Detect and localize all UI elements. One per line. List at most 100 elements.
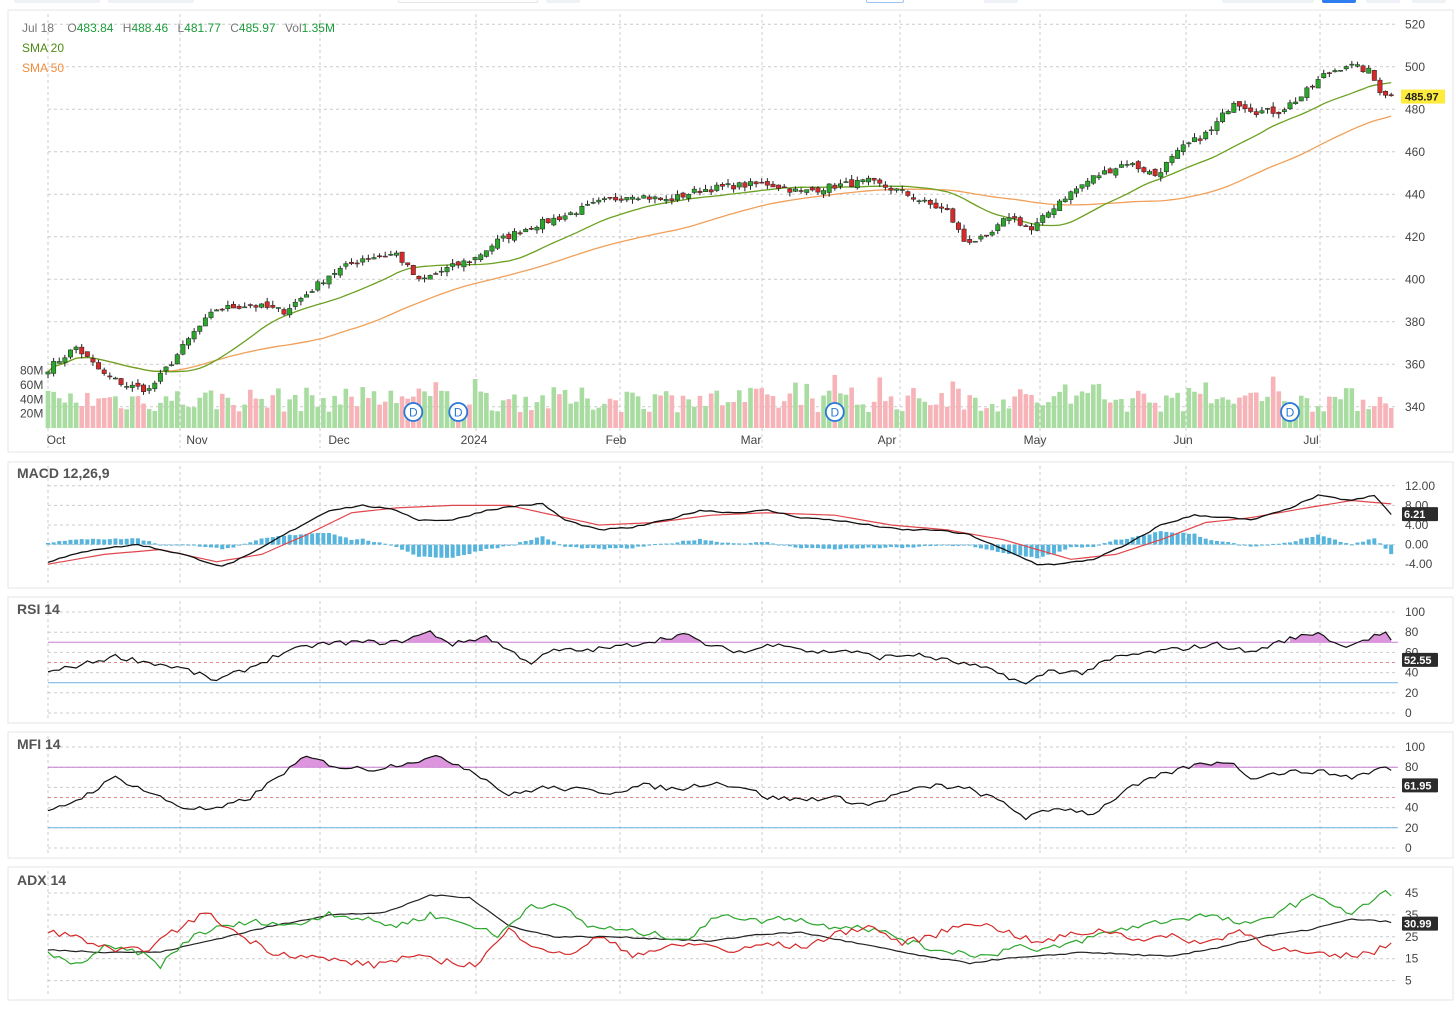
toolbar-search-field[interactable] [398,0,538,3]
volume-bar [1107,402,1113,428]
macd-histogram-bar [400,544,405,550]
candle-body [191,331,197,340]
volume-bar [433,382,439,428]
volume-bar [225,397,231,428]
macd-histogram-bar [276,536,281,545]
candle-body [866,177,871,183]
volume-bar [950,381,956,428]
toolbar-button[interactable] [1222,0,1314,3]
candlestick [630,195,635,204]
macd-histogram-bar [810,544,815,549]
volume-bar [939,393,944,428]
macd-histogram-bar [669,543,674,545]
candle-body [1130,163,1136,166]
macd-histogram-bar [1226,542,1231,545]
candlestick [422,274,427,283]
candlestick [382,251,388,258]
candlestick [641,194,647,199]
volume-bar [495,411,500,428]
candle-body [607,197,613,199]
macd-histogram-bar [1035,544,1040,559]
candlestick [1270,102,1276,118]
candle-body [202,317,208,327]
candlestick [393,250,399,258]
dividend-marker[interactable]: D [403,402,424,422]
volume-bar [377,404,382,428]
macd-histogram-bar [686,540,691,545]
candle-body [1197,138,1203,141]
macd-histogram-bar [1310,536,1315,545]
candlestick [635,196,641,202]
volume-bar [1068,403,1074,428]
macd-histogram-bar [1243,544,1248,546]
candlestick [787,188,793,197]
toolbar-button[interactable] [984,0,1018,3]
candle-body [1090,175,1096,184]
candlestick [163,366,169,376]
macd-histogram-bar [1198,536,1203,545]
volume-bar [208,390,214,428]
macd-histogram-bar [574,544,579,548]
toolbar-button[interactable] [108,0,194,3]
volume-bar [326,411,332,428]
candle-body [753,181,759,185]
macd-histogram-bar [838,544,843,550]
macd-histogram-bar [636,544,641,547]
legend-low-label: L [177,21,185,35]
candle-body [416,275,422,280]
candle-body [551,217,557,226]
macd-histogram-bar [877,544,882,549]
volume-bar [1192,391,1197,428]
candle-body [815,187,821,193]
candlestick [1079,184,1085,192]
candle-body [1253,111,1259,115]
macd-histogram-bar [197,544,202,547]
candle-body [736,182,742,188]
indicator-tick-label: 40 [1405,666,1419,680]
legend-sma50[interactable]: SMA 50 [22,61,65,75]
dividend-marker[interactable]: D [448,402,469,422]
candlestick [101,367,107,376]
macd-histogram-bar [489,544,494,549]
candlestick [674,190,680,202]
volume-bar [169,400,174,428]
candlestick [96,359,102,370]
candle-body [1242,104,1248,109]
volume-bar [759,388,765,428]
candlestick [607,197,613,201]
legend-sma20[interactable]: SMA 20 [22,41,65,55]
toolbar-primary-button[interactable] [1322,0,1356,3]
toolbar-toggle[interactable] [866,0,904,3]
candle-body [264,301,270,308]
candle-body [770,183,776,188]
toolbar-button[interactable] [1366,0,1400,3]
toolbar-button[interactable] [14,0,100,3]
candle-body [596,199,602,203]
candle-body [354,262,360,265]
candlestick [939,203,945,213]
macd-histogram-bar [641,544,646,547]
dividend-marker[interactable]: D [1280,402,1300,422]
candlestick [124,381,130,390]
candle-body [84,351,90,357]
volume-bar [270,395,276,428]
volume-bar [248,389,253,428]
macd-histogram-bar [1023,544,1028,557]
candle-body [708,189,714,193]
volume-bar [590,409,596,428]
candlestick [1208,126,1214,136]
dividend-marker[interactable]: D [824,402,845,422]
candlestick [354,259,360,268]
candlestick [90,354,96,367]
candle-body [697,190,703,193]
candlestick [1203,130,1209,141]
macd-histogram-bar [422,544,427,557]
x-axis-label: Nov [186,433,207,447]
toolbar-button[interactable] [546,0,580,3]
candle-body [219,308,225,311]
volume-bar [135,396,141,428]
candlestick [337,265,343,278]
volume-bar [573,401,579,428]
toolbar-button[interactable] [1412,0,1446,3]
